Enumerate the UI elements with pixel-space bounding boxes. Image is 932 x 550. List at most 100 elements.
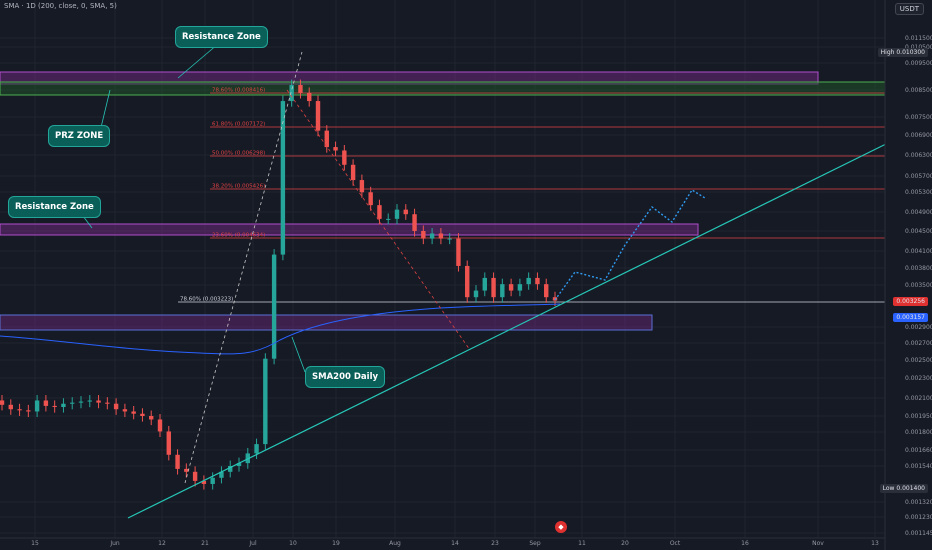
- candle-body: [377, 205, 382, 219]
- candle-body: [122, 409, 128, 412]
- price-tick-label: 0.005700: [905, 173, 932, 180]
- price-tick-label: 0.002300: [905, 375, 932, 382]
- price-tick-label: 0.001145: [905, 530, 932, 537]
- price-tick-label: 0.001320: [905, 499, 932, 506]
- candle-body: [131, 411, 136, 414]
- candle-body: [491, 277, 496, 298]
- projection-path: [554, 189, 706, 301]
- candle-body: [157, 419, 163, 432]
- candle-body: [429, 233, 435, 239]
- candle-body: [508, 284, 514, 291]
- candle-body: [517, 284, 523, 291]
- time-tick-label: 16: [741, 540, 749, 547]
- candle-body: [263, 358, 268, 445]
- candle-body: [184, 468, 189, 472]
- fib-label: 38.20% (0.005426): [212, 184, 265, 190]
- candle-body: [26, 410, 31, 412]
- fib-label: 50.00% (0.006298): [212, 151, 265, 157]
- fib-label: 61.80% (0.007172): [212, 122, 265, 128]
- candle-body: [526, 277, 531, 285]
- candle-body: [0, 400, 5, 405]
- price-tick-label: 0.005300: [905, 189, 932, 196]
- support-zone: [0, 314, 653, 331]
- tradingview-logo-icon[interactable]: ◆: [555, 521, 567, 533]
- high-price-tag: High 0.010300: [877, 48, 928, 57]
- time-tick-label: Jun: [109, 540, 120, 547]
- candle-body: [315, 101, 321, 131]
- candle-body: [465, 265, 470, 298]
- candle-body: [78, 401, 84, 403]
- candle-body: [544, 284, 549, 298]
- candle-body: [307, 92, 312, 102]
- price-tick-label: 0.010500: [905, 44, 932, 51]
- candle-body: [149, 416, 154, 420]
- high-label: High: [880, 49, 895, 56]
- fib-retrace-line: [286, 89, 471, 351]
- candle-body: [482, 277, 487, 291]
- time-tick-label: 14: [451, 540, 459, 547]
- note-prz-zone[interactable]: PRZ ZONE: [48, 125, 111, 147]
- price-tick-label: 0.001800: [905, 429, 932, 436]
- candle-body: [421, 230, 426, 239]
- candle-body: [228, 466, 233, 472]
- candle-body: [113, 403, 119, 410]
- price-tick-label: 0.003500: [905, 282, 932, 289]
- candle-body: [70, 402, 75, 404]
- time-tick-label: 21: [201, 540, 209, 547]
- candle-body: [298, 85, 303, 93]
- fib-levels: 78.60% (0.003223) 23.60% (0.004634) 38.20%…: [178, 88, 885, 303]
- candle-body: [333, 147, 338, 151]
- candle-body: [43, 400, 49, 406]
- candle-body: [87, 400, 92, 402]
- price-tick-label: 0.007500: [905, 114, 932, 121]
- resistance-zone-mid: [0, 223, 699, 236]
- candle-body: [456, 238, 461, 266]
- candle-body: [342, 150, 347, 165]
- low-price-tag: Low 0.001400: [879, 484, 928, 493]
- price-tick-label: 0.011500: [905, 35, 932, 42]
- note-pointer: [177, 43, 219, 79]
- note-resistance-zone-top[interactable]: Resistance Zone: [175, 26, 268, 48]
- price-tick-label: 0.009500: [905, 60, 932, 67]
- price-tick-label: 0.001540: [905, 463, 932, 470]
- candle-body: [535, 277, 540, 285]
- indicator-label[interactable]: SMA · 1D (200, close, 0, SMA, 5): [4, 2, 117, 10]
- fib-swing-line: [184, 51, 303, 484]
- ascending-trendline: [127, 142, 889, 519]
- candle-body: [271, 254, 277, 359]
- candle-body: [438, 233, 444, 239]
- price-tick-label: 0.004900: [905, 209, 932, 216]
- time-tick-label: Sep: [529, 540, 541, 547]
- sma-value-tag: 0.003157: [893, 313, 928, 322]
- candle-body: [403, 209, 408, 215]
- time-tick-label: 11: [578, 540, 586, 547]
- candle-body: [52, 405, 57, 408]
- candle-body: [140, 413, 145, 417]
- note-resistance-zone-mid[interactable]: Resistance Zone: [8, 196, 101, 218]
- price-tick-label: 0.002700: [905, 340, 932, 347]
- low-label: Low: [882, 485, 895, 492]
- note-pointer: [291, 336, 306, 373]
- time-tick-label: Oct: [670, 540, 681, 547]
- note-sma200-daily[interactable]: SMA200 Daily: [305, 366, 386, 388]
- sma200-line: [0, 303, 561, 355]
- candle-body: [289, 85, 294, 102]
- currency-badge[interactable]: USDT: [894, 3, 924, 15]
- candle-body: [359, 180, 365, 193]
- candle-body: [350, 164, 356, 181]
- time-tick-label: 23: [491, 540, 499, 547]
- candle-body: [201, 480, 207, 484]
- candle-body: [500, 284, 505, 298]
- time-tick-label: 12: [158, 540, 166, 547]
- fib-label: 78.60% (0.003223): [180, 297, 233, 303]
- candle-body: [473, 290, 479, 298]
- candle-body: [175, 454, 180, 469]
- candle-body: [254, 444, 259, 454]
- price-tick-label: 0.002900: [905, 324, 932, 331]
- time-tick-label: 20: [621, 540, 629, 547]
- candle-body: [34, 400, 40, 412]
- candle-body: [394, 209, 400, 219]
- high-value: 0.010300: [896, 49, 925, 56]
